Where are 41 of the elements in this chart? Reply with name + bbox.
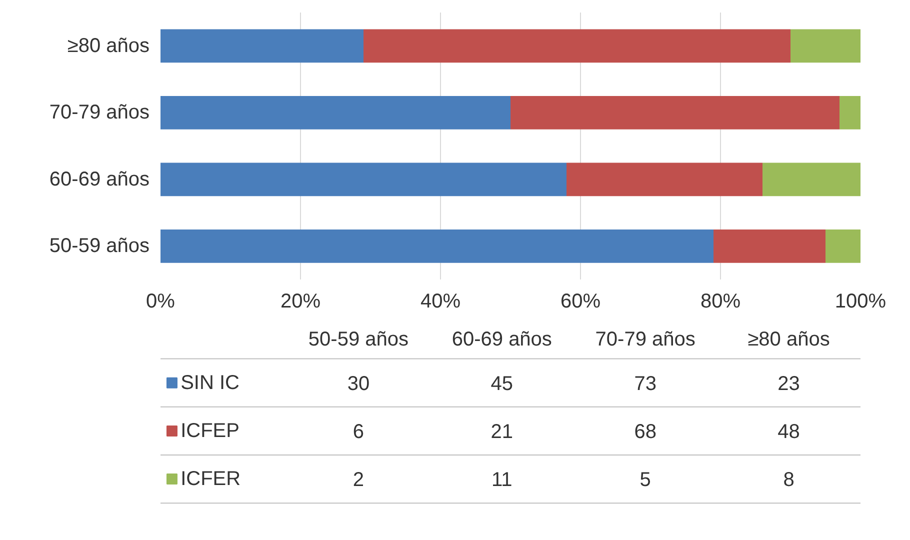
category-label: 50-59 años bbox=[308, 328, 408, 351]
x-tick-label: 80% bbox=[700, 290, 741, 312]
x-tick-label: 100% bbox=[834, 290, 886, 312]
y-tick-label: ≥80 años bbox=[67, 34, 150, 57]
data-label: 21 bbox=[490, 420, 514, 443]
legend-label: ICFEP bbox=[180, 420, 240, 442]
x-tick-label: 0% bbox=[146, 290, 176, 312]
bar bbox=[826, 229, 860, 263]
bar bbox=[160, 96, 510, 130]
bar bbox=[160, 229, 714, 263]
y-tick-label: 50-59 años bbox=[49, 235, 150, 258]
bar bbox=[840, 96, 860, 130]
bar bbox=[714, 229, 826, 263]
x-tick-label: 60% bbox=[560, 290, 601, 312]
data-label: 45 bbox=[490, 372, 514, 395]
legend-label: ICFER bbox=[180, 468, 241, 490]
data-label: 8 bbox=[783, 469, 794, 492]
legend-label: SIN IC bbox=[180, 372, 240, 394]
data-label: 48 bbox=[778, 420, 800, 443]
data-label: 6 bbox=[352, 420, 364, 443]
bar bbox=[790, 29, 860, 63]
bar bbox=[160, 162, 566, 196]
x-tick-label: 20% bbox=[280, 290, 321, 312]
y-tick-label: 60-69 años bbox=[49, 168, 150, 190]
bar bbox=[762, 162, 860, 196]
data-label: 30 bbox=[347, 372, 370, 395]
y-tick-label: 70-79 años bbox=[49, 102, 150, 124]
bar bbox=[510, 96, 840, 130]
bar bbox=[364, 29, 790, 63]
category-label: 70-79 años bbox=[595, 328, 696, 351]
bar bbox=[566, 162, 762, 196]
x-tick-label: 40% bbox=[420, 290, 461, 312]
bar bbox=[160, 29, 364, 63]
data-label: 73 bbox=[634, 372, 656, 395]
data-label: 68 bbox=[634, 420, 656, 443]
data-label: 2 bbox=[352, 469, 364, 492]
data-label: 23 bbox=[778, 372, 800, 395]
category-label: 60-69 años bbox=[452, 328, 552, 351]
data-label: 5 bbox=[640, 469, 651, 492]
category-label: ≥80 años bbox=[748, 328, 830, 351]
data-label: 11 bbox=[492, 469, 512, 492]
